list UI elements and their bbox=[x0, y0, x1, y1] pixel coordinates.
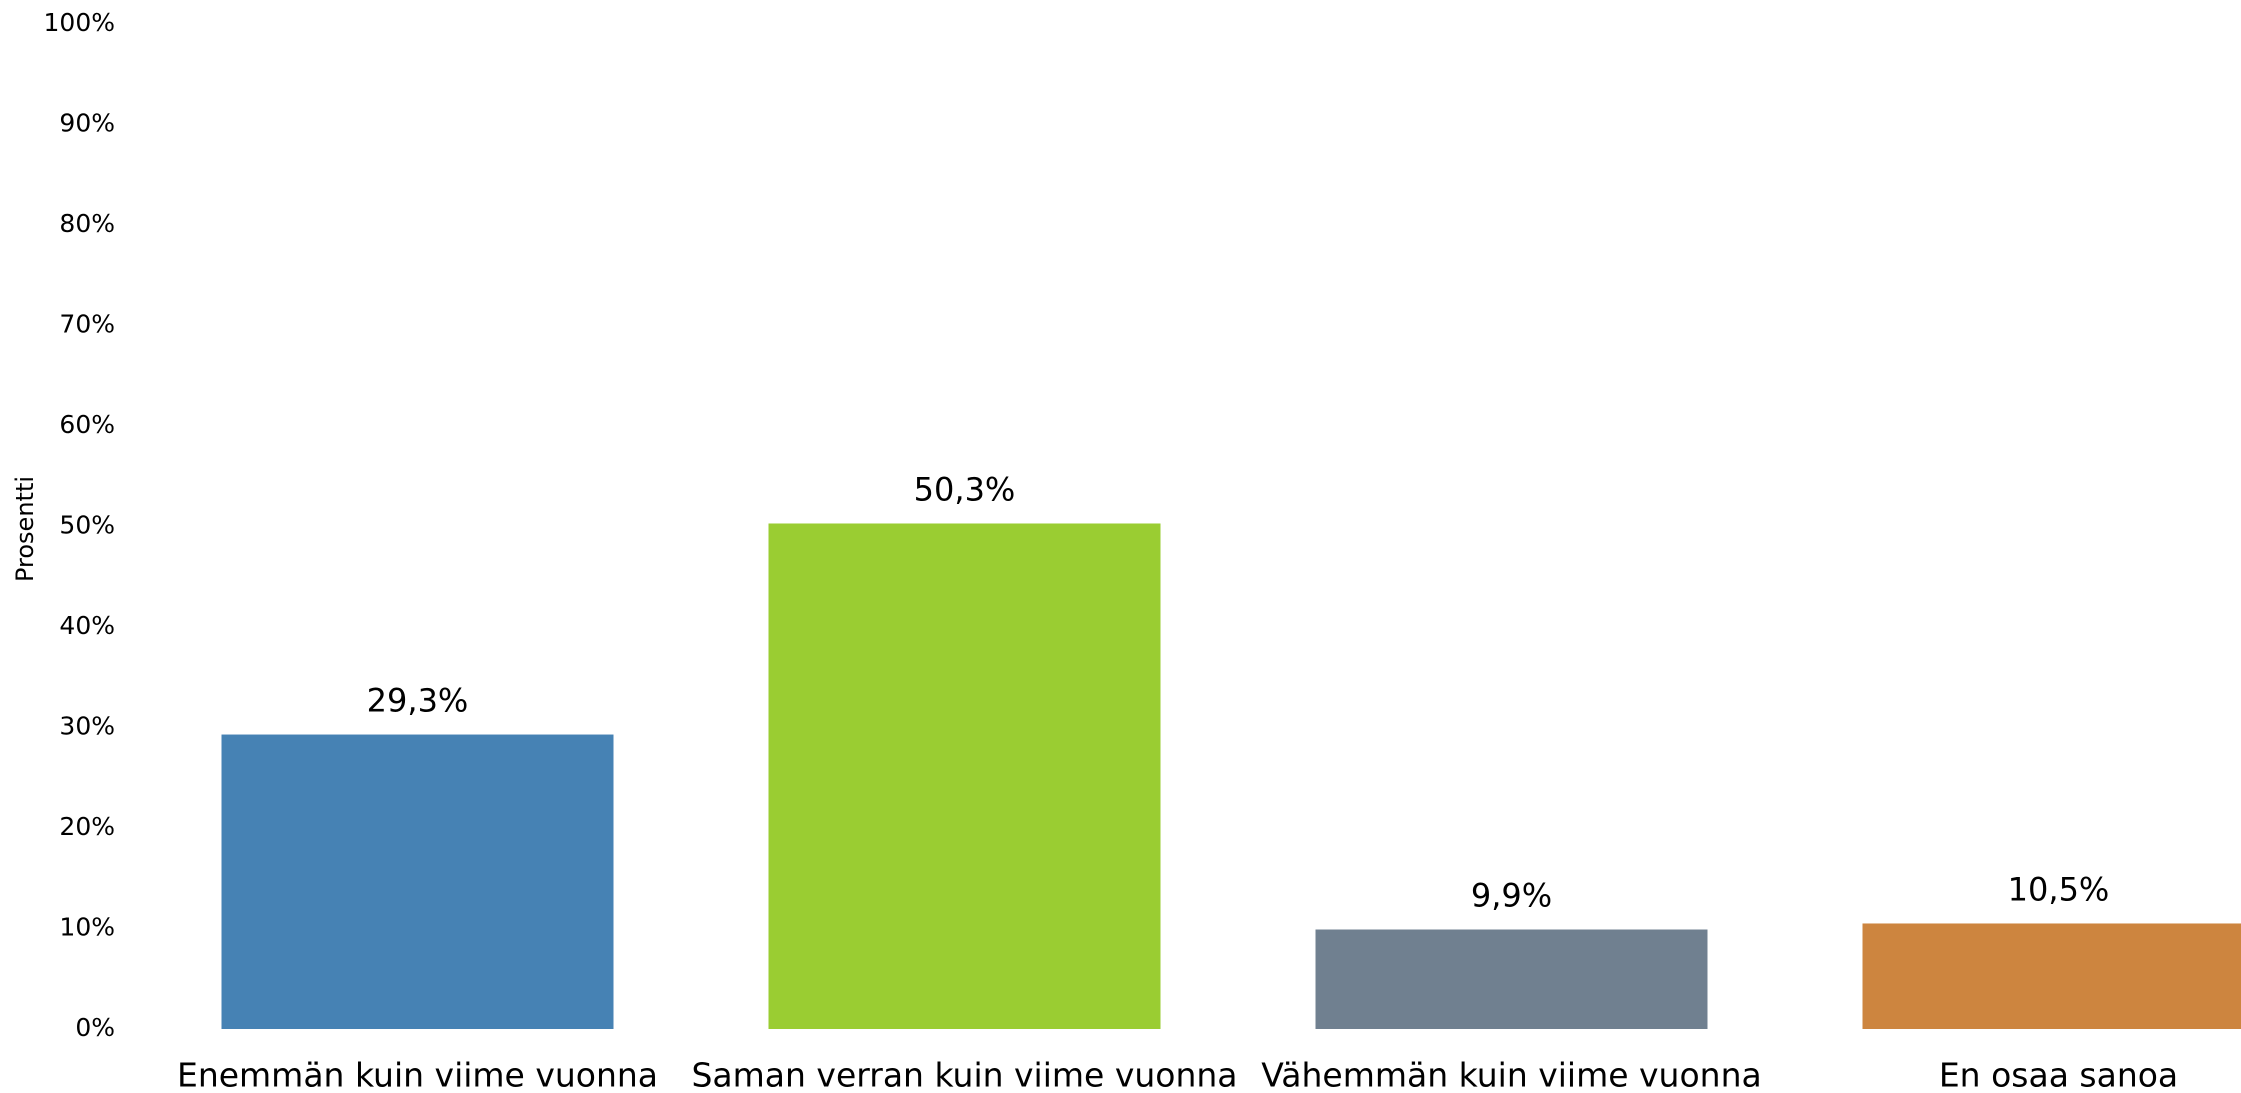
bar bbox=[221, 734, 614, 1029]
x-tick-label: En osaa sanoa bbox=[1939, 1056, 2178, 1093]
y-tick-label: 40% bbox=[59, 611, 115, 640]
bar bbox=[1315, 929, 1708, 1029]
y-tick-label: 30% bbox=[59, 712, 115, 741]
y-tick-label: 60% bbox=[59, 410, 115, 439]
bar bbox=[768, 523, 1161, 1029]
y-tick-label: 50% bbox=[59, 511, 115, 540]
y-tick-label: 80% bbox=[59, 209, 115, 238]
y-axis-label: Prosentti bbox=[11, 476, 39, 582]
data-label: 10,5% bbox=[2008, 870, 2110, 908]
data-label: 29,3% bbox=[367, 682, 469, 720]
bar bbox=[1862, 923, 2241, 1029]
y-tick-label: 0% bbox=[75, 1013, 115, 1042]
y-tick-label: 20% bbox=[59, 812, 115, 841]
x-tick-label: Enemmän kuin viime vuonna bbox=[177, 1056, 658, 1093]
data-label: 50,3% bbox=[914, 470, 1016, 508]
y-tick-label: 10% bbox=[59, 913, 115, 942]
y-tick-label: 70% bbox=[59, 310, 115, 339]
x-tick-label: Saman verran kuin viime vuonna bbox=[691, 1056, 1237, 1093]
y-tick-label: 100% bbox=[44, 8, 115, 37]
y-tick-label: 90% bbox=[59, 109, 115, 138]
x-tick-label: Vähemmän kuin viime vuonna bbox=[1261, 1056, 1761, 1093]
data-label: 9,9% bbox=[1471, 877, 1552, 915]
